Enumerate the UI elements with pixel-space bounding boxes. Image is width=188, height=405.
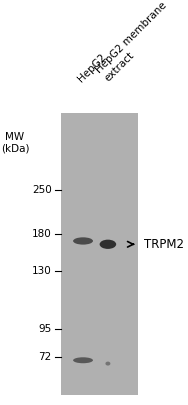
Ellipse shape — [73, 357, 93, 363]
Text: 130: 130 — [32, 266, 52, 276]
Text: 72: 72 — [38, 352, 52, 362]
Ellipse shape — [100, 240, 116, 249]
Text: MW
(kDa): MW (kDa) — [1, 132, 29, 153]
Text: 95: 95 — [38, 324, 52, 334]
Ellipse shape — [73, 237, 93, 245]
Ellipse shape — [105, 362, 110, 366]
Text: 180: 180 — [32, 229, 52, 239]
Text: HepG2 membrane
extract: HepG2 membrane extract — [94, 0, 177, 83]
Text: HepG2: HepG2 — [76, 51, 108, 83]
FancyBboxPatch shape — [61, 113, 138, 395]
Text: 250: 250 — [32, 185, 52, 195]
Text: TRPM2: TRPM2 — [144, 238, 184, 251]
